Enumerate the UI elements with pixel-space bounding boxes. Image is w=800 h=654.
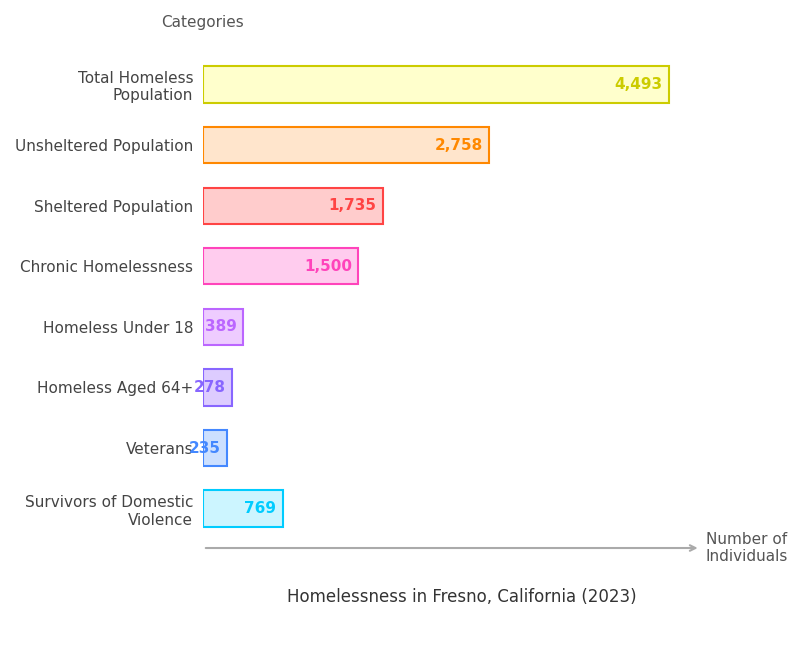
Text: 389: 389 [205, 319, 237, 334]
Text: 4,493: 4,493 [614, 77, 662, 92]
Bar [203, 66, 669, 103]
Text: 235: 235 [189, 441, 221, 456]
Bar [203, 370, 232, 405]
Bar [203, 490, 282, 527]
Text: Number of
Individuals: Number of Individuals [706, 532, 788, 564]
Bar [203, 188, 383, 224]
Text: Homelessness in Fresno, California (2023): Homelessness in Fresno, California (2023… [287, 588, 637, 606]
Bar [203, 248, 358, 284]
Bar [203, 430, 227, 466]
Text: 769: 769 [245, 501, 277, 516]
Bar [203, 309, 243, 345]
Text: Categories: Categories [162, 15, 244, 30]
Text: 1,500: 1,500 [304, 259, 352, 274]
Text: 1,735: 1,735 [329, 198, 377, 213]
Text: 278: 278 [194, 380, 226, 395]
Bar [203, 127, 489, 164]
Text: 2,758: 2,758 [434, 137, 482, 152]
